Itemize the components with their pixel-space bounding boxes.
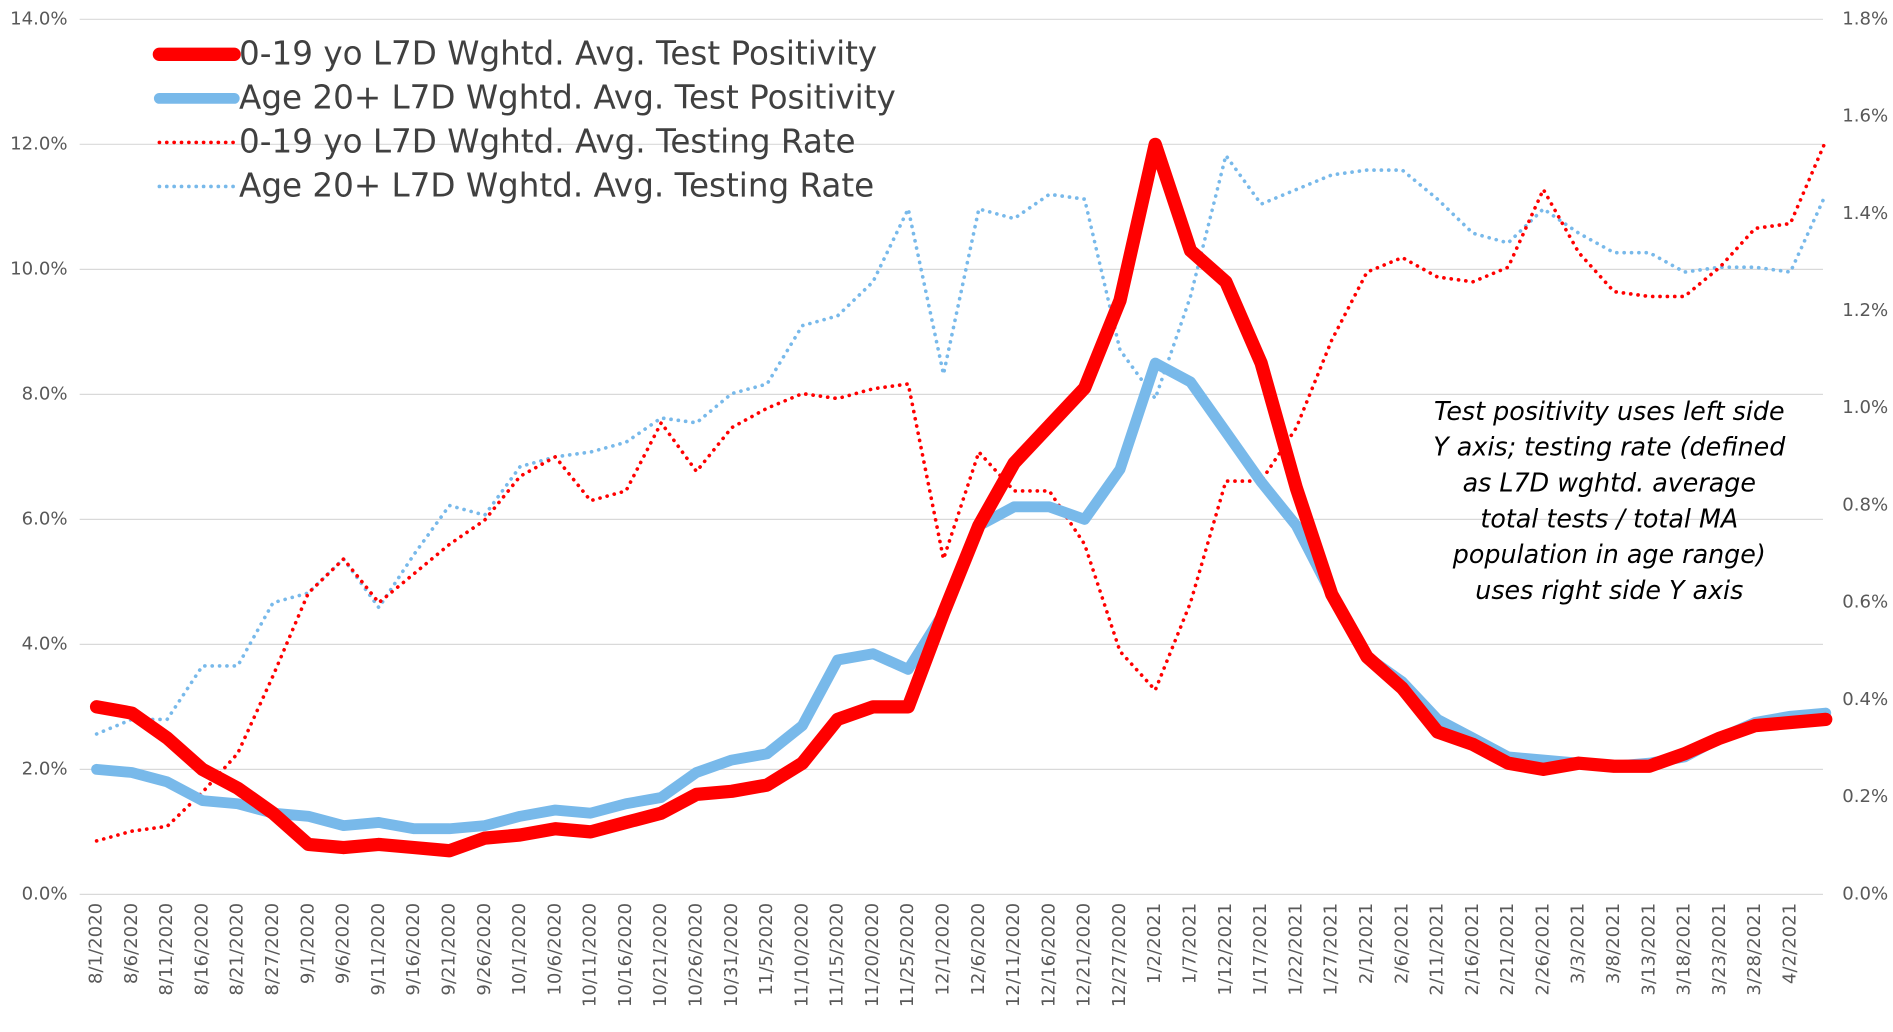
x-tick-label: 11/5/2020 [756, 903, 777, 996]
legend-label: Age 20+ L7D Wghtd. Avg. Test Positivity [239, 79, 896, 117]
x-tick-label: 2/21/2021 [1497, 903, 1518, 996]
x-tick-label: 9/11/2020 [368, 903, 389, 996]
x-tick-label: 12/21/2020 [1074, 903, 1095, 1007]
series-line [94, 153, 1828, 736]
x-tick-label: 10/31/2020 [721, 903, 742, 1007]
x-tick-label: 11/10/2020 [791, 903, 812, 1007]
x-tick-label: 12/11/2020 [1003, 903, 1024, 1007]
x-tick-label: 1/12/2021 [1215, 903, 1236, 996]
x-tick-label: 2/16/2021 [1462, 903, 1483, 996]
x-tick-label: 8/27/2020 [262, 903, 283, 996]
x-tick-label: 8/21/2020 [227, 903, 248, 996]
y2-tick-label: 0.0% [1842, 883, 1888, 904]
x-tick-label: 10/6/2020 [544, 903, 565, 996]
x-tick-label: 3/18/2021 [1674, 903, 1695, 996]
x-tick-label: 1/2/2021 [1144, 903, 1165, 984]
x-tick-label: 3/28/2021 [1744, 903, 1765, 996]
y2-tick-label: 0.8% [1842, 494, 1888, 515]
annotation: population in age range) [1452, 539, 1766, 569]
x-tick-label: 10/16/2020 [615, 903, 636, 1007]
annotation: uses right side Y axis [1475, 575, 1743, 605]
x-tick-label: 1/27/2021 [1321, 903, 1342, 996]
x-tick-label: 12/6/2020 [968, 903, 989, 996]
y-tick-label: 12.0% [10, 133, 67, 154]
annotation: total tests / total MA [1480, 503, 1738, 533]
legend-label: Age 20+ L7D Wghtd. Avg. Testing Rate [239, 167, 874, 205]
x-tick-label: 8/1/2020 [86, 903, 107, 984]
legend-label: 0-19 yo L7D Wghtd. Avg. Test Positivity [239, 35, 877, 73]
annotation: Y axis; testing rate (defined [1433, 432, 1786, 462]
y2-tick-label: 0.6% [1842, 592, 1888, 613]
x-tick-label: 2/11/2021 [1427, 903, 1448, 996]
x-tick-label: 9/16/2020 [403, 903, 424, 996]
series-line [94, 139, 1828, 843]
x-tick-label: 10/21/2020 [650, 903, 671, 1007]
annotation: as L7D wghtd. average [1463, 467, 1756, 497]
x-tick-label: 12/1/2020 [933, 903, 954, 996]
x-tick-label: 1/17/2021 [1250, 903, 1271, 996]
y2-tick-label: 1.8% [1842, 8, 1888, 29]
x-tick-label: 10/11/2020 [580, 903, 601, 1007]
y2-tick-label: 1.2% [1842, 300, 1888, 321]
x-tick-label: 8/11/2020 [156, 903, 177, 996]
legend-label: 0-19 yo L7D Wghtd. Avg. Testing Rate [239, 123, 856, 161]
x-tick-label: 12/27/2020 [1109, 903, 1130, 1007]
series-line [89, 137, 1833, 858]
x-tick-label: 3/13/2021 [1638, 903, 1659, 996]
x-tick-label: 10/1/2020 [509, 903, 530, 996]
annotation: Test positivity uses left side [1434, 396, 1785, 426]
x-tick-label: 9/1/2020 [297, 903, 318, 984]
x-tick-label: 3/3/2021 [1568, 903, 1589, 984]
y-tick-label: 10.0% [10, 258, 67, 279]
x-tick-label: 10/26/2020 [685, 903, 706, 1007]
y-tick-label: 14.0% [10, 8, 67, 29]
y-tick-label: 2.0% [22, 758, 68, 779]
x-tick-label: 3/23/2021 [1709, 903, 1730, 996]
x-tick-label: 9/6/2020 [333, 903, 354, 984]
y-tick-label: 8.0% [22, 383, 68, 404]
x-tick-label: 1/7/2021 [1180, 903, 1201, 984]
y-tick-label: 4.0% [22, 633, 68, 654]
x-tick-label: 11/20/2020 [862, 903, 883, 1007]
x-tick-label: 2/6/2021 [1391, 903, 1412, 984]
x-tick-label: 2/26/2021 [1532, 903, 1553, 996]
x-tick-label: 8/16/2020 [191, 903, 212, 996]
y-tick-label: 6.0% [22, 508, 68, 529]
x-tick-label: 4/2/2021 [1779, 903, 1800, 984]
y2-tick-label: 0.2% [1842, 786, 1888, 807]
x-tick-label: 8/6/2020 [121, 903, 142, 984]
x-tick-label: 12/16/2020 [1038, 903, 1059, 1007]
x-tick-label: 11/25/2020 [897, 903, 918, 1007]
y-tick-label: 0.0% [22, 883, 68, 904]
y2-tick-label: 0.4% [1842, 689, 1888, 710]
y2-tick-label: 1.6% [1842, 106, 1888, 127]
y2-tick-label: 1.0% [1842, 397, 1888, 418]
y2-tick-label: 1.4% [1842, 203, 1888, 224]
x-tick-label: 11/15/2020 [827, 903, 848, 1007]
x-tick-label: 2/1/2021 [1356, 903, 1377, 984]
x-tick-label: 3/8/2021 [1603, 903, 1624, 984]
x-tick-label: 1/22/2021 [1285, 903, 1306, 996]
x-tick-label: 9/21/2020 [438, 903, 459, 996]
x-tick-label: 9/26/2020 [474, 903, 495, 996]
